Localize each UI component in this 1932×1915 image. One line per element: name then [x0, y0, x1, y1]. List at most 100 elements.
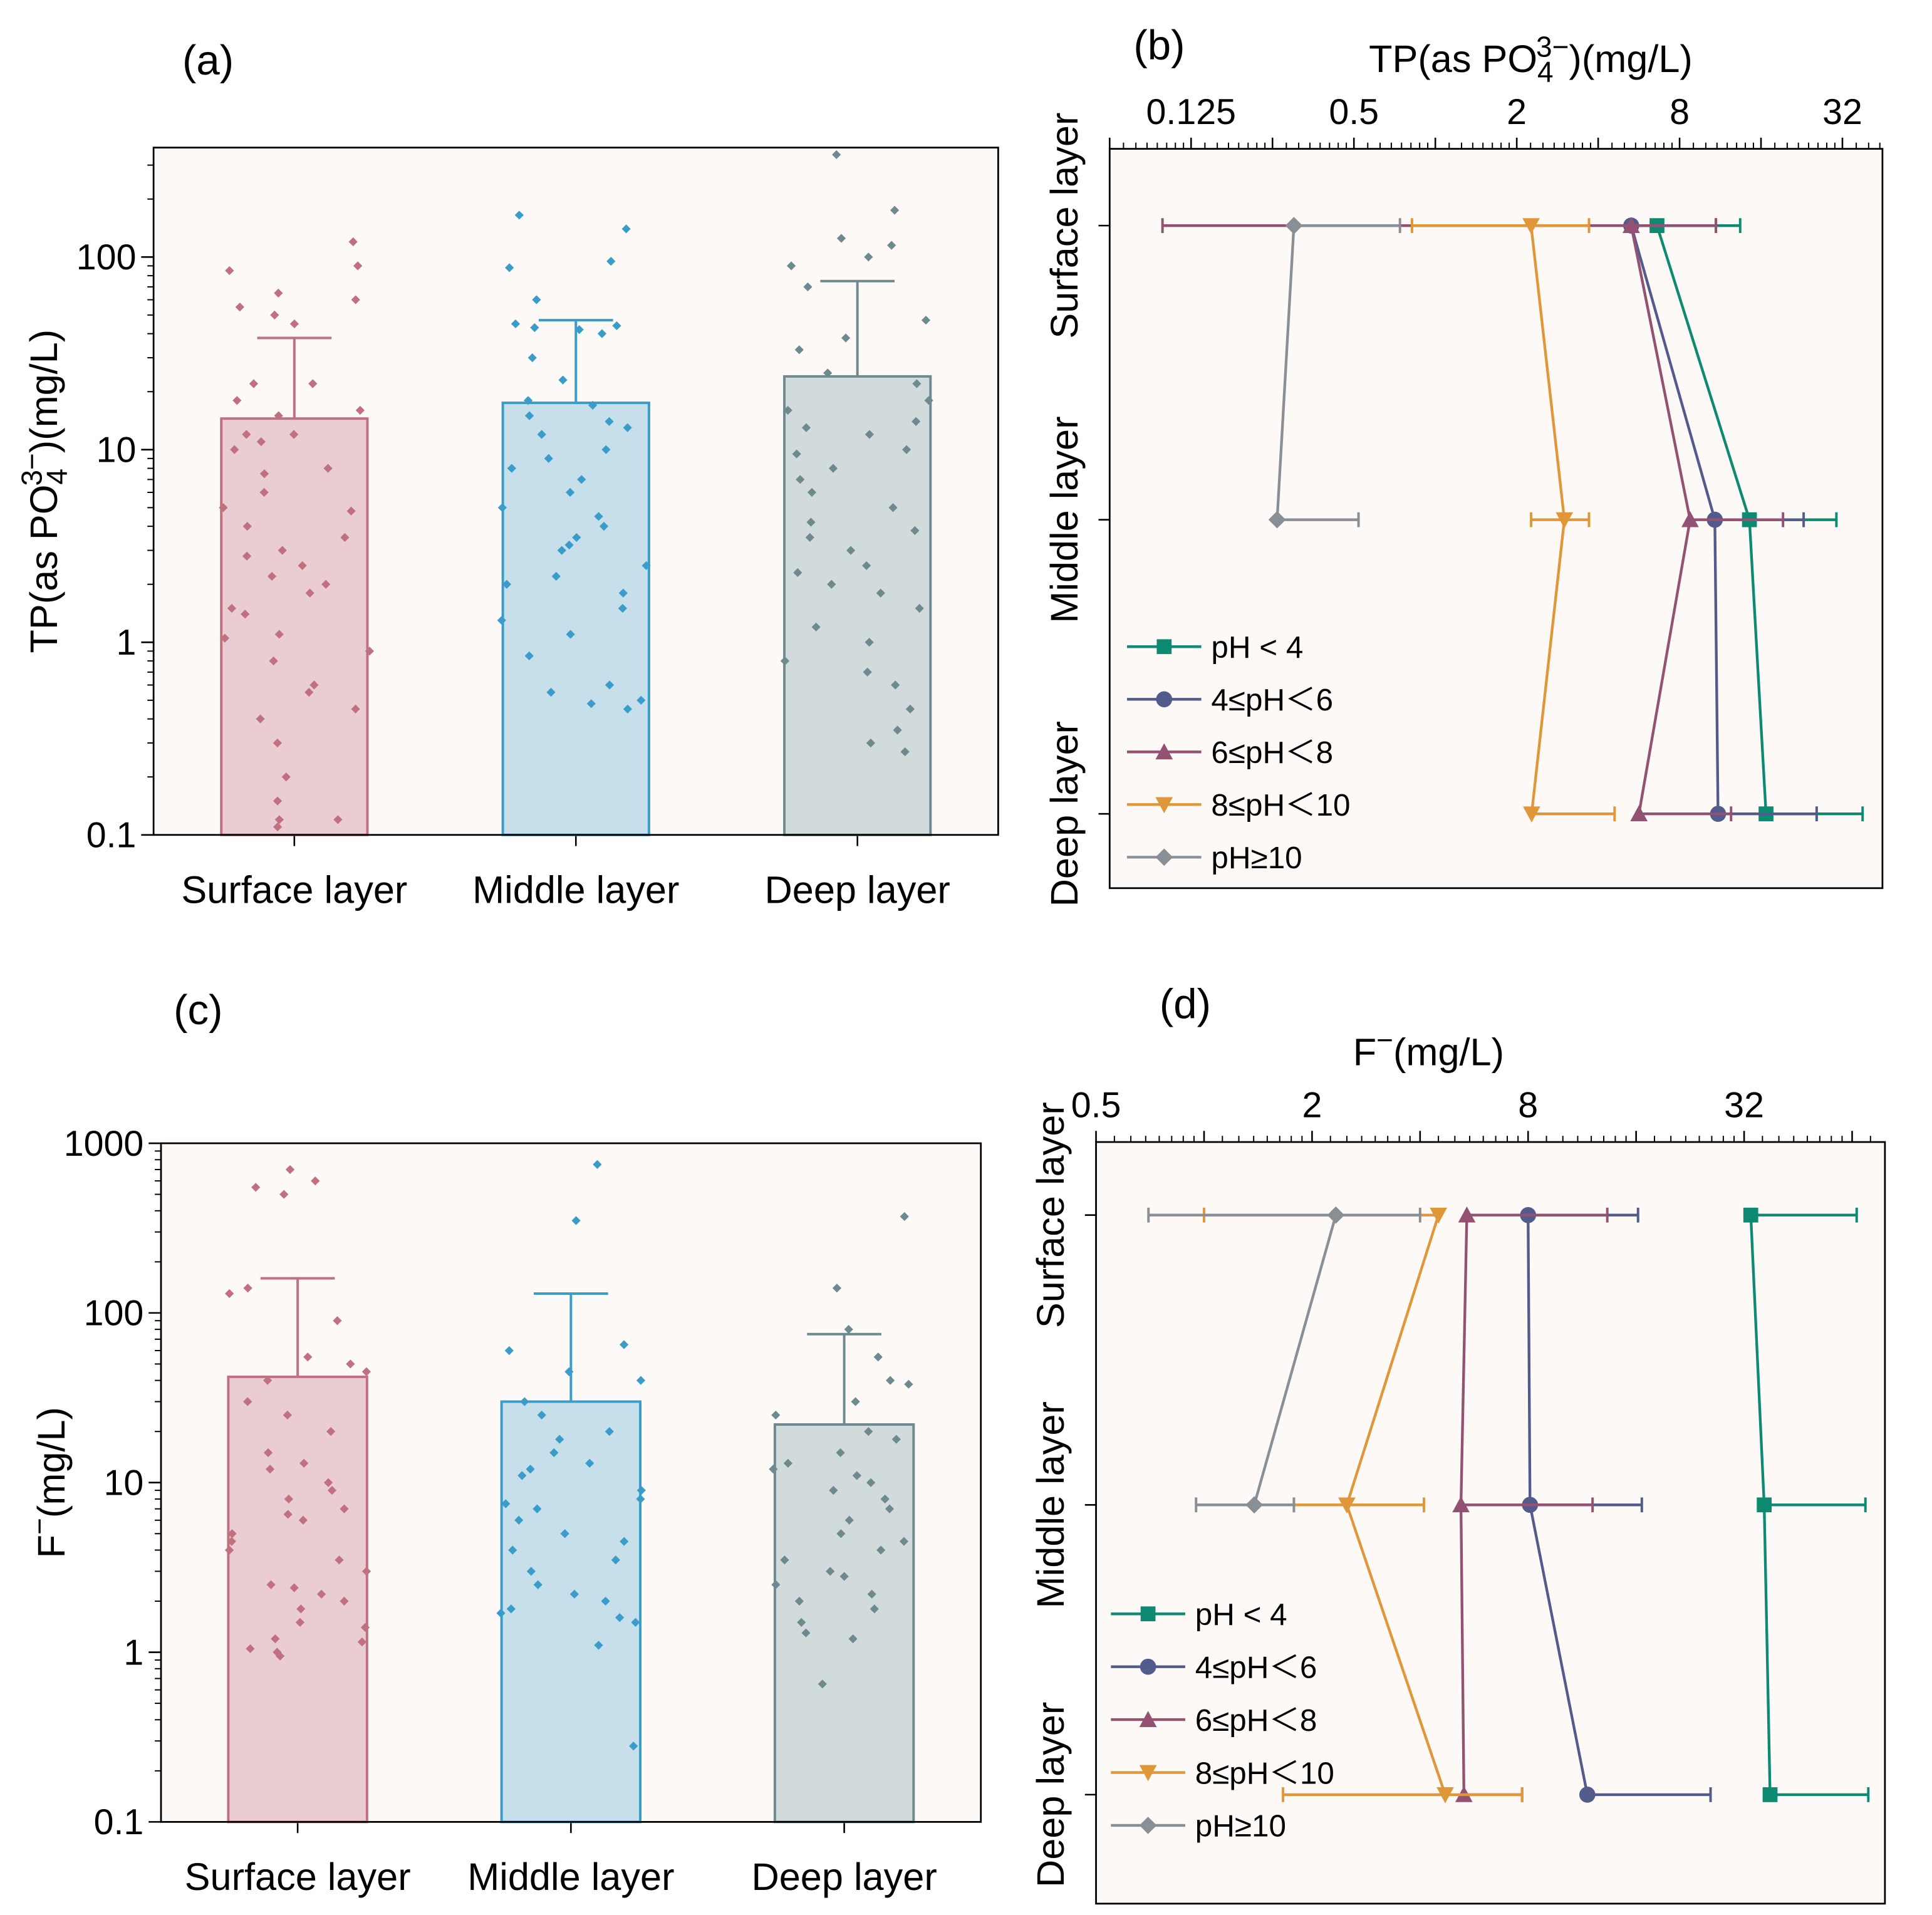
data-point	[876, 588, 885, 598]
panel-a: (a) 0.1 1 10 100 Surface layer Middle layer Dee…	[15, 37, 999, 911]
x-tick-label: 0.5	[1329, 92, 1379, 132]
data-point	[298, 1515, 308, 1525]
data-point	[618, 604, 627, 613]
data-point	[241, 610, 250, 619]
bar	[773, 1423, 915, 1824]
series-line	[1253, 1215, 1337, 1505]
data-point	[346, 1359, 355, 1369]
x-tick-label: Deep layer	[765, 869, 950, 911]
data-point	[305, 588, 314, 598]
data-point	[828, 464, 838, 473]
data-point	[865, 638, 874, 647]
plot-frame	[1095, 1141, 1886, 1905]
data-point	[558, 375, 568, 385]
data-point	[569, 1589, 579, 1599]
x-tick-label: 8	[1670, 92, 1690, 132]
data-point	[321, 579, 331, 589]
data-point	[566, 487, 575, 497]
panel-label: (b)	[1133, 22, 1185, 69]
data-point	[900, 747, 910, 757]
data-point	[259, 469, 269, 479]
data-point	[232, 396, 242, 405]
triangle-up-marker	[1139, 1711, 1157, 1727]
data-point	[921, 316, 931, 325]
triangle-down-marker	[1338, 1497, 1356, 1514]
data-point	[365, 646, 374, 656]
data-point	[497, 503, 507, 512]
data-point	[793, 568, 802, 578]
data-point	[225, 266, 234, 276]
label-sup: −	[23, 1518, 55, 1535]
data-point	[615, 1613, 625, 1622]
data-point	[612, 321, 621, 331]
data-point	[502, 579, 512, 589]
data-point	[885, 1504, 895, 1513]
data-point	[532, 1504, 542, 1513]
data-point	[256, 714, 265, 724]
square-marker	[1762, 1787, 1778, 1802]
data-point	[299, 1458, 309, 1468]
data-point	[841, 333, 851, 343]
triangle-down-marker	[1555, 512, 1574, 529]
data-point	[251, 1183, 261, 1192]
data-point	[904, 1379, 913, 1389]
data-point	[900, 1212, 909, 1222]
data-point	[605, 680, 615, 690]
data-point	[298, 561, 307, 571]
data-point	[511, 319, 521, 329]
data-point	[780, 1555, 789, 1565]
data-point	[915, 604, 924, 613]
x-tick-label: 0.125	[1146, 92, 1236, 132]
data-point	[335, 1555, 344, 1565]
data-point	[826, 1567, 835, 1576]
data-point	[504, 1346, 514, 1356]
triangle-up-marker	[1630, 805, 1648, 822]
x-axis-label: F−(mg/L)	[1353, 1024, 1504, 1074]
data-point	[271, 1634, 280, 1644]
legend-label: 4≤pH＜6	[1211, 683, 1333, 717]
data-point	[631, 1617, 640, 1627]
data-point	[281, 772, 291, 782]
data-point	[296, 1604, 306, 1614]
label-sup: 3−	[1536, 30, 1569, 63]
data-point	[891, 680, 900, 690]
data-point	[317, 1589, 326, 1599]
y-tick-label: 10	[104, 1463, 144, 1503]
x-tick-label: Surface layer	[181, 869, 407, 911]
data-point	[619, 1340, 629, 1349]
data-point	[274, 411, 283, 420]
series-line	[1275, 226, 1296, 520]
data-point	[893, 725, 902, 735]
x-tick-label: Middle layer	[467, 1855, 674, 1898]
legend-item: 8≤pH＜10	[1127, 788, 1351, 823]
y-axis-label: TP(as PO43−)(mg/L)	[15, 330, 73, 653]
data-point	[839, 1572, 849, 1581]
data-point	[346, 506, 356, 516]
y-tick-label: 1000	[64, 1124, 144, 1164]
y-tick-label: 0.1	[94, 1802, 144, 1842]
triangle-down-marker	[1139, 1765, 1157, 1782]
data-point	[866, 738, 876, 748]
data-point	[524, 411, 534, 420]
data-point	[924, 396, 933, 405]
data-point	[801, 423, 811, 432]
data-point	[517, 1471, 527, 1480]
data-point	[801, 1628, 811, 1637]
data-point	[823, 368, 833, 378]
data-point	[333, 1316, 342, 1326]
data-point	[304, 688, 314, 697]
data-point	[295, 1617, 305, 1627]
data-point	[623, 704, 632, 714]
data-point	[571, 1216, 581, 1225]
data-point	[532, 295, 541, 304]
y-tick-label: Surface layer	[1043, 113, 1086, 339]
legend-item: 8≤pH＜10	[1111, 1756, 1334, 1790]
data-point	[641, 561, 651, 571]
data-point	[597, 329, 607, 338]
x-tick-label: Surface layer	[185, 1855, 411, 1898]
data-point	[351, 704, 360, 714]
data-point	[273, 738, 283, 748]
data-point	[227, 604, 237, 613]
circle-marker	[1140, 1658, 1156, 1675]
data-point	[520, 1397, 529, 1406]
